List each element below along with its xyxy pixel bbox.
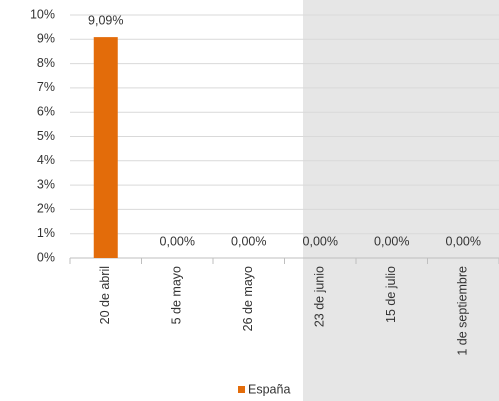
data-label: 0,00%: [446, 234, 481, 248]
background-panel: [303, 0, 499, 401]
x-tick-label: 15 de julio: [384, 266, 398, 323]
legend-swatch: [238, 386, 245, 393]
y-tick-label: 7%: [37, 80, 55, 94]
data-label: 0,00%: [160, 234, 195, 248]
x-tick-label: 26 de mayo: [241, 266, 255, 331]
y-tick-label: 0%: [37, 250, 55, 264]
y-tick-label: 6%: [37, 104, 55, 118]
x-tick-label: 1 de septiembre: [456, 266, 470, 356]
x-tick-label: 20 de abril: [98, 266, 112, 324]
data-label: 9,09%: [88, 13, 123, 27]
y-tick-label: 9%: [37, 32, 55, 46]
data-label: 0,00%: [374, 234, 409, 248]
legend-label: España: [248, 382, 290, 396]
x-tick-label: 5 de mayo: [170, 266, 184, 324]
data-label: 0,00%: [231, 234, 266, 248]
y-tick-label: 1%: [37, 226, 55, 240]
y-tick-label: 2%: [37, 202, 55, 216]
bar: [93, 37, 118, 258]
y-tick-label: 5%: [37, 129, 55, 143]
y-tick-label: 3%: [37, 177, 55, 191]
y-tick-label: 8%: [37, 56, 55, 70]
x-tick-label: 23 de junio: [313, 266, 327, 327]
y-tick-label: 10%: [30, 7, 55, 21]
y-tick-label: 4%: [37, 153, 55, 167]
data-label: 0,00%: [303, 234, 338, 248]
